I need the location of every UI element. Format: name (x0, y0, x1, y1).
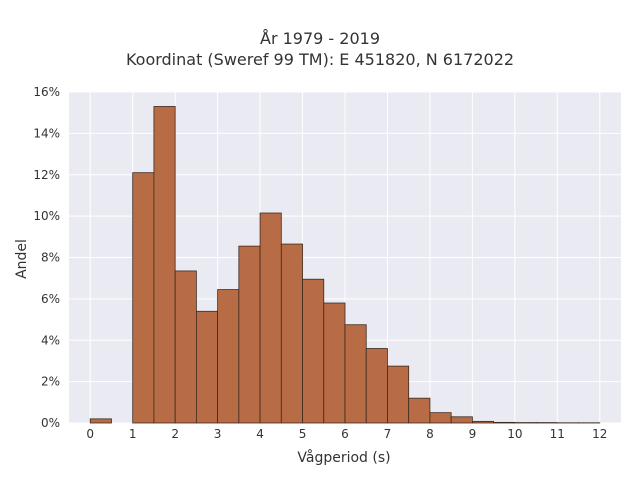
histogram-bar (450, 416, 473, 424)
x-tick-label: 7 (384, 427, 392, 441)
histogram-bar (365, 348, 388, 424)
x-tick-label: 0 (86, 427, 94, 441)
y-tick-label: 2% (41, 375, 60, 389)
x-tick-label: 3 (214, 427, 222, 441)
histogram-bars (89, 106, 601, 424)
y-tick-label: 4% (41, 333, 60, 347)
histogram-bar (280, 243, 303, 424)
y-tick-label: 8% (41, 251, 60, 265)
y-tick-label: 10% (33, 209, 60, 223)
histogram-bar (302, 278, 325, 424)
histogram-bar (89, 418, 112, 424)
x-tick-label: 11 (550, 427, 565, 441)
x-tick-label: 6 (341, 427, 349, 441)
chart-title-line-1: År 1979 - 2019 (260, 29, 380, 48)
histogram-bar (344, 324, 367, 424)
x-tick-label: 4 (256, 427, 264, 441)
y-axis-label: Andel (14, 239, 30, 279)
histogram-bar (238, 245, 261, 424)
histogram-bar (217, 289, 240, 424)
y-tick-label: 16% (33, 85, 60, 99)
histogram-bar (195, 310, 219, 424)
x-tick-label: 8 (426, 427, 434, 441)
x-axis-label: Vågperiod (s) (297, 449, 390, 466)
histogram-bar (471, 420, 495, 424)
histogram-bar (174, 270, 197, 424)
x-tick-label: 1 (129, 427, 137, 441)
chart-title-line-2: Koordinat (Sweref 99 TM): E 451820, N 61… (125, 50, 515, 69)
x-tick-label: 5 (299, 427, 307, 441)
y-tick-labels: 0% 2% 4% 6% 8% 10% 12% 14% 16% (33, 85, 60, 430)
y-tick-label: 6% (41, 292, 60, 306)
x-tick-labels: 0 1 2 3 4 5 6 7 8 9 10 11 12 (86, 427, 607, 441)
histogram-bar (153, 106, 176, 424)
histogram-bar (132, 172, 155, 424)
x-tick-label: 9 (469, 427, 477, 441)
y-tick-label: 12% (33, 168, 60, 182)
histogram-bar (493, 421, 516, 424)
histogram-bar (429, 412, 452, 424)
histogram-bar (259, 212, 282, 424)
x-tick-label: 2 (171, 427, 179, 441)
x-tick-label: 12 (592, 427, 607, 441)
histogram-bar (408, 397, 431, 424)
x-tick-label: 10 (507, 427, 522, 441)
histogram-bar (387, 365, 410, 424)
histogram-bar (323, 302, 346, 424)
y-tick-label: 14% (33, 126, 60, 140)
y-tick-label: 0% (41, 416, 60, 430)
